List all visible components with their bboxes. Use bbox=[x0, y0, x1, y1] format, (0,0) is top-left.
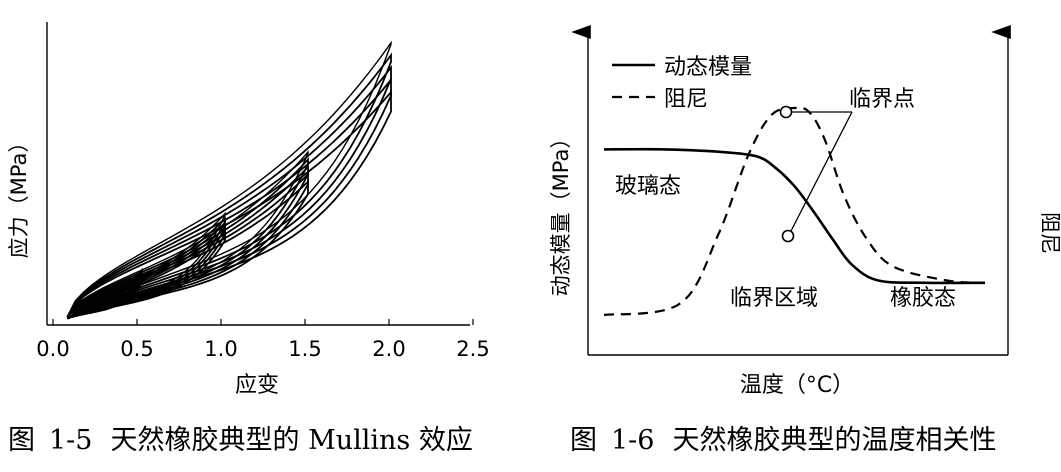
transition-region-label: 临界区域 bbox=[730, 286, 818, 311]
mullins-x-ticks: 0.0 0.5 1.0 1.5 2.0 2.5 bbox=[36, 319, 490, 361]
leader-line-bottom bbox=[790, 111, 853, 232]
hysteresis-loop-4-cycle-1 bbox=[66, 40, 392, 320]
modulus-curve bbox=[603, 147, 986, 285]
hysteresis-loop-4-cycle-5 bbox=[66, 89, 392, 320]
glassy-state-label: 玻璃态 bbox=[615, 174, 681, 199]
temp-legend: 动态模量 阻尼 bbox=[612, 55, 752, 112]
rubbery-state-label: 橡胶态 bbox=[890, 286, 956, 311]
caption-text: 天然橡胶典型的 Mullins 效应 bbox=[110, 425, 473, 456]
mullins-x-axis-label: 应变 bbox=[235, 373, 279, 398]
caption-fig-1-5: 图 1-5 天然橡胶典型的 Mullins 效应 bbox=[8, 418, 473, 457]
x-tick-label: 0.5 bbox=[120, 337, 153, 361]
mullins-chart: 0.0 0.5 1.0 1.5 2.0 2.5 应变 应力（MPa） bbox=[7, 22, 490, 398]
x-tick-label: 0.0 bbox=[36, 337, 69, 361]
critical-point-annotation: 临界点 bbox=[779, 87, 915, 243]
temp-plot-frame bbox=[571, 25, 1011, 356]
legend-label-modulus: 动态模量 bbox=[664, 55, 752, 80]
caption-number: 1-6 bbox=[611, 425, 655, 456]
caption-prefix: 图 bbox=[570, 425, 597, 456]
x-tick-label: 2.0 bbox=[372, 337, 405, 361]
hysteresis-loop-4-cycle-2 bbox=[66, 52, 392, 320]
x-tick-label: 1.5 bbox=[288, 337, 321, 361]
legend-label-damping: 阻尼 bbox=[664, 87, 708, 112]
temp-series-lines bbox=[603, 106, 986, 317]
hysteresis-loop-3-cycle-4 bbox=[66, 172, 309, 320]
temp-x-axis-label: 温度（°C） bbox=[740, 373, 854, 398]
temp-right-axis-label: 阻尼 bbox=[1038, 212, 1061, 254]
hysteresis-loop-4-cycle-3 bbox=[66, 64, 392, 320]
x-tick-label: 2.5 bbox=[456, 337, 489, 361]
critical-point-marker-damping bbox=[779, 105, 793, 119]
caption-number: 1-5 bbox=[49, 425, 93, 456]
caption-text: 天然橡胶典型的温度相关性 bbox=[672, 425, 997, 456]
hysteresis-loop-3-cycle-3 bbox=[66, 164, 309, 320]
mullins-plot-frame bbox=[46, 22, 470, 326]
caption-fig-1-6: 图 1-6 天然橡胶典型的温度相关性 bbox=[570, 418, 996, 457]
mullins-hysteresis-loops bbox=[66, 40, 392, 320]
caption-prefix: 图 bbox=[8, 425, 35, 456]
critical-point-label: 临界点 bbox=[849, 87, 915, 112]
hysteresis-loop-2-cycle-5 bbox=[66, 230, 226, 320]
critical-point-marker-modulus bbox=[781, 229, 795, 243]
x-tick-label: 1.0 bbox=[204, 337, 237, 361]
hysteresis-loop-4-cycle-4 bbox=[66, 77, 392, 320]
hysteresis-loop-3-cycle-2 bbox=[66, 157, 309, 320]
hysteresis-loop-3-cycle-5 bbox=[66, 179, 309, 320]
mullins-y-axis-label: 应力（MPa） bbox=[7, 132, 31, 259]
temperature-chart: 动态模量 阻尼 临界点 玻璃态 临界区域 橡胶态 温度（°C） 动态模量（MPa… bbox=[549, 25, 1061, 398]
damping-curve bbox=[603, 106, 986, 317]
temp-left-axis-label: 动态模量（MPa） bbox=[549, 128, 573, 297]
